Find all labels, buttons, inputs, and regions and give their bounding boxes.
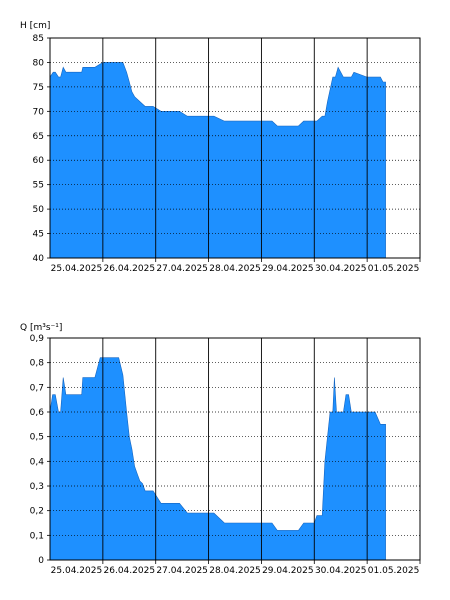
y-tick-label: 0,5 <box>30 433 44 443</box>
x-tick-label: 28.04.2025 <box>209 566 261 576</box>
plot-frame <box>49 337 421 561</box>
y-tick-label: 0,1 <box>30 531 44 541</box>
x-tick-label: 29.04.2025 <box>262 566 314 576</box>
y-tick-label: 40 <box>33 254 45 264</box>
x-tick-label: 26.04.2025 <box>104 566 156 576</box>
x-tick-label: 28.04.2025 <box>209 264 261 274</box>
y-tick-label: 0,8 <box>30 359 45 369</box>
y-tick-label: 55 <box>33 181 44 191</box>
x-tick-label: 25.04.2025 <box>51 264 103 274</box>
x-tick-label: 29.04.2025 <box>262 264 314 274</box>
x-tick-label: 30.04.2025 <box>315 566 367 576</box>
x-tick-label: 01.05.2025 <box>368 264 420 274</box>
y-tick-label: 45 <box>33 230 44 240</box>
y-tick-label: 0 <box>38 556 44 566</box>
y-tick-label: 80 <box>33 58 45 68</box>
series-area <box>49 62 386 259</box>
discharge-chart: Q [m³s⁻¹] 0 0,1 0,2 0,3 0,4 0,5 0,6 0,7 0,8 0,9 25… <box>20 323 421 576</box>
plot-frame <box>49 37 421 259</box>
series-area <box>49 357 386 561</box>
y-tick-label: 0,7 <box>30 383 44 393</box>
y-tick-label: 0,6 <box>30 408 45 418</box>
x-tick-label: 01.05.2025 <box>368 566 420 576</box>
x-tick-label: 27.04.2025 <box>156 264 208 274</box>
discharge-axis-unit: Q [m³s⁻¹] <box>20 323 62 333</box>
water-level-axis-unit: H [cm] <box>20 21 50 31</box>
y-tick-label: 50 <box>33 205 45 215</box>
y-tick-label: 75 <box>33 83 44 93</box>
x-tick-label: 30.04.2025 <box>315 264 367 274</box>
x-tick-label: 27.04.2025 <box>156 566 208 576</box>
water-level-chart: H [cm] 40 45 50 55 60 65 70 75 80 85 25.04.2025 26.… <box>20 21 421 274</box>
y-tick-label: 0,3 <box>30 482 44 492</box>
x-tick-label: 26.04.2025 <box>104 264 156 274</box>
y-tick-label: 65 <box>33 132 44 142</box>
y-tick-label: 70 <box>33 107 45 117</box>
y-tick-label: 0,2 <box>30 507 44 517</box>
x-tick-label: 25.04.2025 <box>51 566 103 576</box>
y-tick-label: 85 <box>33 34 44 44</box>
y-tick-label: 0,9 <box>30 334 45 344</box>
y-tick-label: 0,4 <box>30 457 45 467</box>
y-tick-label: 60 <box>33 156 45 166</box>
